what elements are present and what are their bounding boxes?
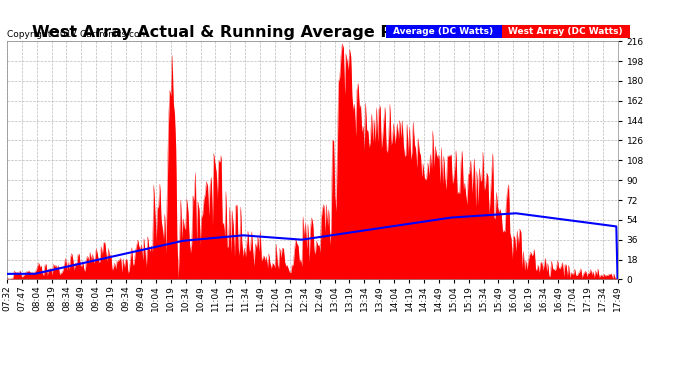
FancyBboxPatch shape <box>386 25 502 38</box>
FancyBboxPatch shape <box>502 25 630 38</box>
Text: Average (DC Watts): Average (DC Watts) <box>393 27 493 36</box>
Text: West Array (DC Watts): West Array (DC Watts) <box>509 27 623 36</box>
Title: West Array Actual & Running Average Power Sat Oct 14 17:49: West Array Actual & Running Average Powe… <box>32 25 593 40</box>
Text: Copyright 2017 Cartronics.com: Copyright 2017 Cartronics.com <box>7 30 148 39</box>
